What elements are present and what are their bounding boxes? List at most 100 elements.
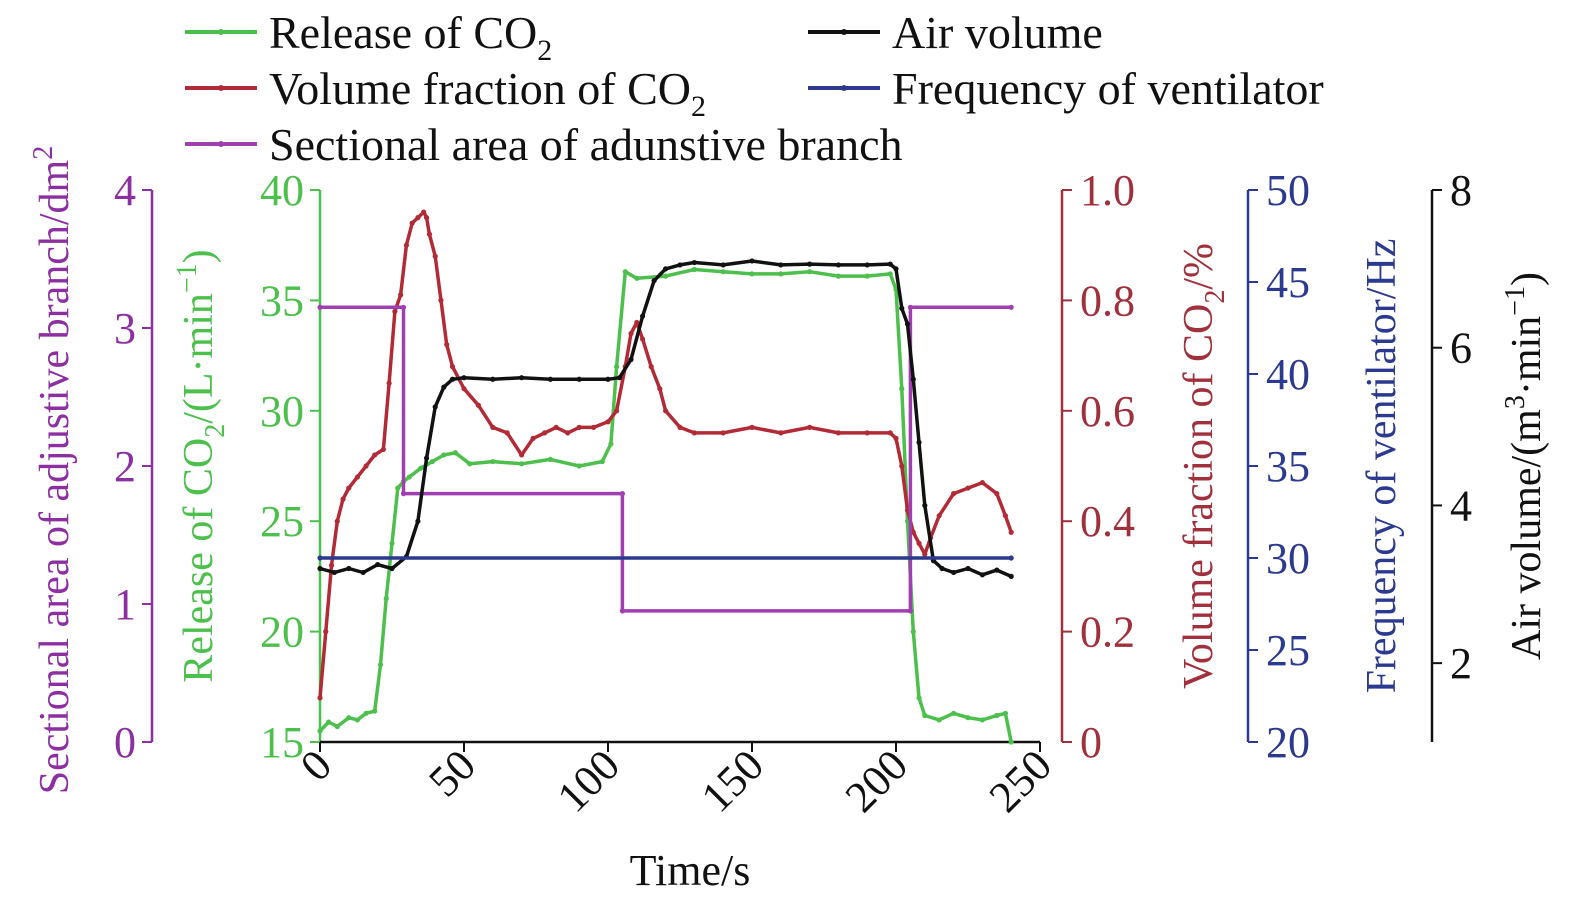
series-point-1 — [449, 364, 456, 370]
series-point-1 — [916, 540, 922, 546]
series-point-1 — [1002, 513, 1009, 519]
series-point-0 — [547, 456, 554, 462]
series-point-1 — [398, 292, 404, 298]
x-axis-tick-label: 50 — [419, 740, 485, 806]
series-point-0 — [395, 485, 401, 491]
series-point-1 — [951, 491, 957, 497]
y-axis-release-tick-label: 40 — [260, 166, 304, 215]
legend-marker — [841, 29, 847, 35]
series-point-1 — [504, 430, 510, 436]
series-point-1 — [994, 491, 1000, 497]
y-axis-frequency-tick-label: 45 — [1266, 258, 1310, 307]
y-axis-frequency-tick-label: 50 — [1266, 166, 1310, 215]
series-point-3 — [519, 375, 525, 381]
series-point-1 — [415, 215, 421, 221]
y-axis-frequency-tick-label: 35 — [1266, 442, 1310, 491]
series-point-0 — [634, 275, 640, 281]
series-point-1 — [444, 341, 450, 348]
series-point-0 — [467, 461, 473, 467]
series-point-2 — [619, 491, 626, 497]
y-axis-fraction-tick-label: 0.2 — [1080, 608, 1135, 657]
x-axis-tick-label: 100 — [548, 740, 629, 821]
series-point-3 — [922, 502, 928, 509]
y-axis-fraction-tick-label: 0 — [1080, 718, 1102, 767]
x-axis-tick-label: 200 — [836, 740, 917, 821]
series-point-3 — [375, 561, 381, 568]
series-point-1 — [519, 452, 525, 458]
series-point-1 — [403, 242, 409, 248]
y-axis-frequency-tick-label: 20 — [1266, 718, 1310, 767]
series-point-0 — [490, 458, 496, 465]
series-point-3 — [461, 375, 467, 381]
series-point-4 — [317, 555, 323, 561]
series-line-1 — [318, 210, 1013, 700]
series-point-1 — [677, 424, 683, 430]
series-point-3 — [415, 518, 421, 524]
series-point-3 — [490, 376, 496, 382]
series-point-0 — [899, 386, 905, 392]
y-axis-area-tick-label: 0 — [114, 718, 136, 767]
y-axis-air-tick-label: 4 — [1450, 481, 1472, 530]
series-point-0 — [1008, 739, 1014, 745]
legend: Release of CO2 Air volume Volume fraction … — [185, 7, 1324, 170]
series-point-1 — [691, 430, 698, 436]
y-axis-release-tick-label: 30 — [260, 387, 304, 436]
legend-marker — [218, 141, 224, 147]
series-point-3 — [677, 262, 683, 268]
series-point-0 — [452, 450, 458, 456]
series-point-3 — [651, 278, 657, 284]
series-point-1 — [899, 463, 905, 469]
y-axis-fraction-title: Volume fraction of CO2/% — [1176, 243, 1231, 689]
series-point-1 — [663, 408, 669, 414]
series-point-0 — [614, 364, 620, 370]
legend-label: Frequency of ventilator — [892, 63, 1324, 114]
series-point-1 — [423, 215, 430, 221]
series-point-1 — [490, 424, 496, 430]
y-axis-air-tick-label: 8 — [1450, 166, 1472, 215]
series-point-3 — [749, 258, 755, 264]
series-point-1 — [639, 336, 646, 342]
series-point-0 — [334, 723, 340, 730]
series-point-1 — [965, 485, 971, 491]
series-point-1 — [648, 364, 654, 370]
series-point-3 — [965, 565, 971, 572]
series-point-1 — [409, 220, 415, 226]
series-point-1 — [591, 424, 597, 430]
series-point-1 — [372, 452, 378, 458]
series-point-1 — [475, 402, 481, 408]
series-point-0 — [354, 717, 361, 723]
y-axis-frequency-tick-label: 40 — [1266, 350, 1310, 399]
series-point-1 — [936, 513, 942, 519]
series-point-0 — [720, 269, 726, 275]
series-point-0 — [778, 271, 784, 277]
legend-label: Sectional area of adunstive branch — [269, 119, 903, 170]
series-point-3 — [899, 305, 905, 311]
y-axis-frequency-title: Frequency of ventilator/Hz — [1359, 239, 1405, 694]
series-point-1 — [392, 308, 398, 315]
series-point-3 — [939, 565, 945, 572]
y-axis-release-tick-label: 35 — [260, 276, 304, 325]
series-point-1 — [542, 430, 548, 436]
series-point-3 — [720, 262, 726, 268]
series-point-3 — [893, 266, 899, 272]
series-point-0 — [317, 728, 323, 734]
series-point-3 — [317, 565, 323, 572]
x-axis-label: Time/s — [630, 846, 751, 895]
series-point-0 — [663, 273, 669, 279]
legend-marker — [218, 29, 224, 35]
series-point-1 — [634, 319, 640, 326]
series-point-3 — [910, 376, 916, 382]
series-point-1 — [720, 430, 726, 436]
series-point-0 — [418, 465, 424, 471]
series-point-1 — [363, 463, 369, 469]
series-point-1 — [628, 330, 634, 337]
series-point-3 — [639, 313, 646, 319]
series-point-1 — [426, 231, 433, 237]
series-point-0 — [429, 458, 435, 465]
series-point-0 — [691, 266, 698, 273]
series-point-0 — [346, 715, 352, 721]
legend-marker — [841, 85, 847, 91]
series-point-1 — [565, 430, 571, 436]
series-point-1 — [835, 430, 842, 436]
y-axis-area-title: Sectional area of adjustive branch/dm2 — [28, 146, 78, 794]
